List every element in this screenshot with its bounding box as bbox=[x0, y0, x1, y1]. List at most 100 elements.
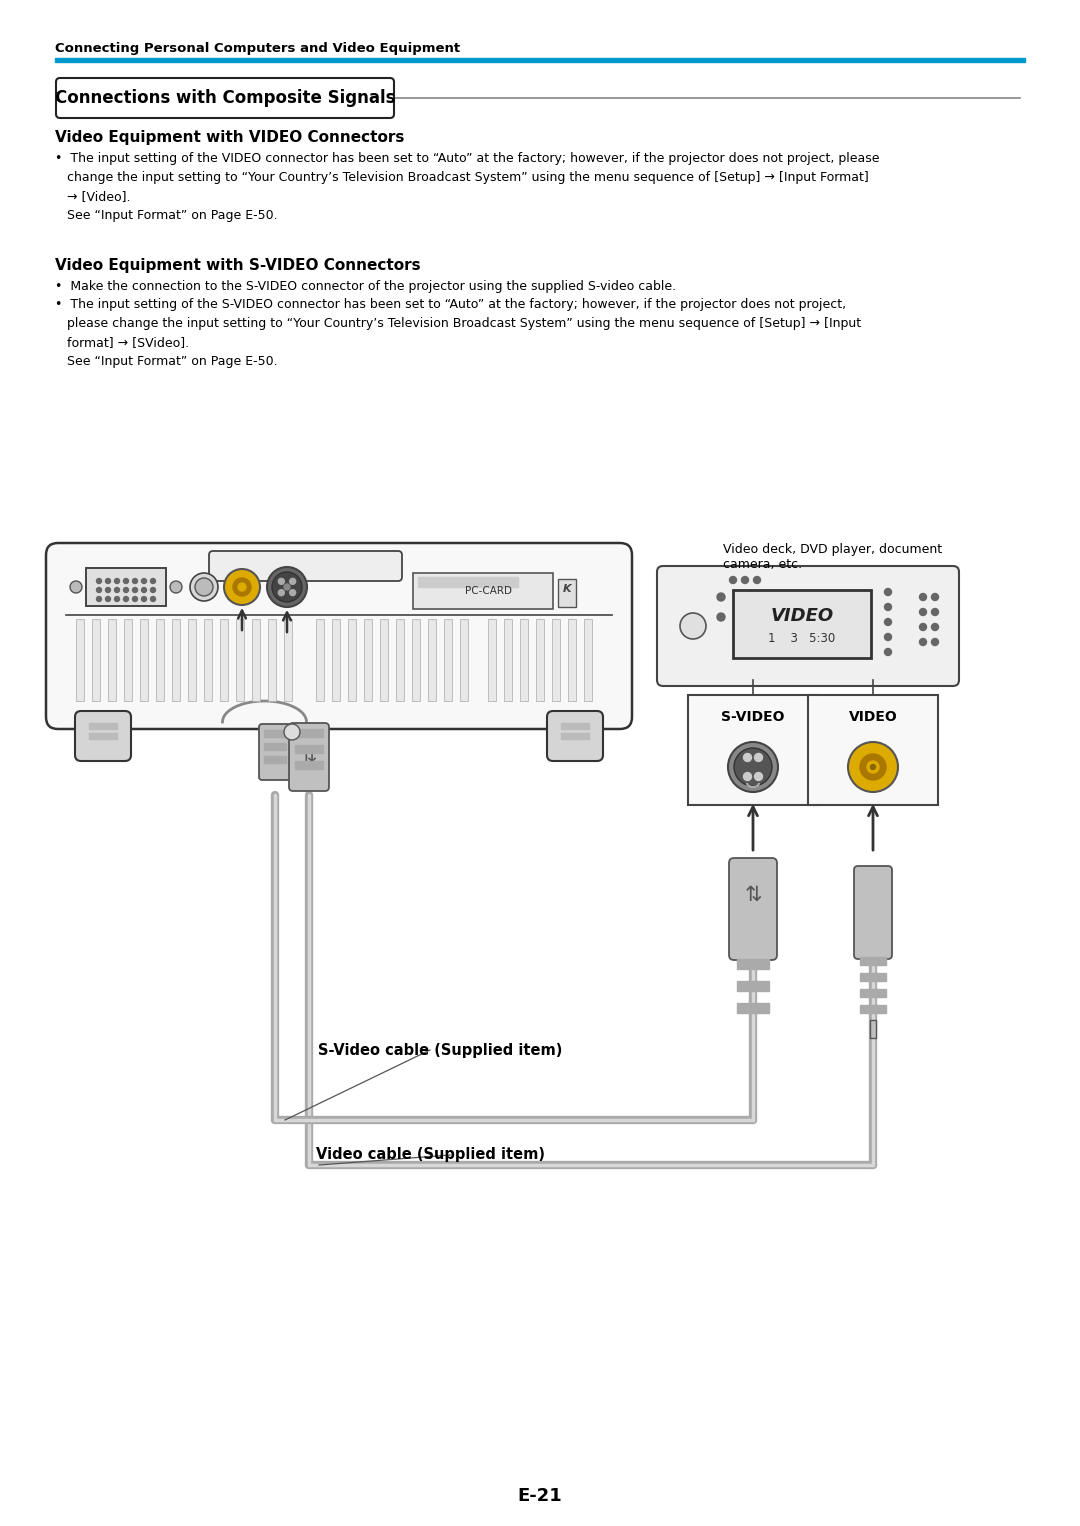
Bar bbox=[504, 620, 512, 700]
Circle shape bbox=[919, 609, 927, 615]
Text: VIDEO: VIDEO bbox=[849, 710, 897, 723]
Circle shape bbox=[885, 649, 891, 656]
Circle shape bbox=[885, 603, 891, 610]
Text: 1    3   5:30: 1 3 5:30 bbox=[768, 632, 836, 645]
Bar bbox=[316, 620, 324, 700]
Bar bbox=[268, 620, 276, 700]
Bar bbox=[808, 694, 939, 806]
Bar bbox=[156, 620, 164, 700]
Bar bbox=[140, 620, 148, 700]
Bar bbox=[444, 620, 453, 700]
FancyBboxPatch shape bbox=[546, 711, 603, 761]
Bar bbox=[295, 729, 323, 737]
Bar bbox=[519, 620, 528, 700]
Bar bbox=[488, 620, 496, 700]
Circle shape bbox=[190, 572, 218, 601]
Bar bbox=[264, 755, 286, 763]
Circle shape bbox=[224, 569, 260, 604]
Circle shape bbox=[141, 578, 147, 583]
Text: Connecting Personal Computers and Video Equipment: Connecting Personal Computers and Video … bbox=[55, 43, 460, 55]
Bar bbox=[860, 957, 886, 964]
Circle shape bbox=[279, 589, 284, 595]
FancyBboxPatch shape bbox=[657, 566, 959, 687]
Bar bbox=[860, 974, 886, 981]
Circle shape bbox=[114, 597, 120, 601]
Bar bbox=[584, 620, 592, 700]
Circle shape bbox=[170, 581, 183, 594]
Bar bbox=[733, 591, 870, 658]
Circle shape bbox=[680, 613, 706, 639]
Text: ⇅: ⇅ bbox=[301, 748, 318, 766]
Circle shape bbox=[96, 588, 102, 592]
Circle shape bbox=[919, 594, 927, 601]
Text: •  The input setting of the S-VIDEO connector has been set to “Auto” at the fact: • The input setting of the S-VIDEO conne… bbox=[55, 298, 861, 368]
Text: Video deck, DVD player, document
camera, etc.: Video deck, DVD player, document camera,… bbox=[723, 543, 942, 571]
Circle shape bbox=[114, 588, 120, 592]
Text: VIDEO: VIDEO bbox=[770, 607, 834, 624]
Circle shape bbox=[919, 624, 927, 630]
Text: •  The input setting of the VIDEO connector has been set to “Auto” at the factor: • The input setting of the VIDEO connect… bbox=[55, 153, 879, 221]
FancyBboxPatch shape bbox=[210, 551, 402, 581]
Bar bbox=[89, 732, 117, 739]
Bar bbox=[237, 620, 244, 700]
Circle shape bbox=[106, 578, 110, 583]
FancyBboxPatch shape bbox=[259, 723, 291, 780]
Bar bbox=[413, 572, 553, 609]
Circle shape bbox=[284, 723, 300, 740]
Circle shape bbox=[870, 765, 876, 769]
Bar bbox=[295, 761, 323, 769]
Circle shape bbox=[289, 589, 296, 595]
Circle shape bbox=[233, 578, 251, 597]
Bar bbox=[364, 620, 372, 700]
Bar bbox=[411, 620, 420, 700]
Text: Video Equipment with VIDEO Connectors: Video Equipment with VIDEO Connectors bbox=[55, 130, 404, 145]
Text: S-Video cable (Supplied item): S-Video cable (Supplied item) bbox=[318, 1042, 563, 1058]
Text: Video Equipment with S-VIDEO Connectors: Video Equipment with S-VIDEO Connectors bbox=[55, 258, 420, 273]
Bar bbox=[552, 620, 561, 700]
Bar bbox=[860, 989, 886, 996]
Bar bbox=[86, 568, 166, 606]
Circle shape bbox=[931, 594, 939, 601]
Circle shape bbox=[885, 589, 891, 595]
FancyBboxPatch shape bbox=[46, 543, 632, 729]
Circle shape bbox=[267, 568, 307, 607]
Bar bbox=[284, 620, 292, 700]
Circle shape bbox=[238, 583, 246, 591]
Bar bbox=[380, 620, 388, 700]
Circle shape bbox=[289, 578, 296, 584]
Circle shape bbox=[96, 597, 102, 601]
Circle shape bbox=[931, 638, 939, 645]
Bar bbox=[295, 745, 323, 752]
Bar bbox=[264, 729, 286, 737]
Text: PC-CARD: PC-CARD bbox=[464, 586, 512, 597]
Bar bbox=[264, 743, 286, 749]
Circle shape bbox=[742, 577, 748, 583]
Circle shape bbox=[743, 754, 752, 761]
Bar bbox=[418, 577, 518, 588]
Bar bbox=[870, 1019, 876, 1038]
Circle shape bbox=[123, 597, 129, 601]
Bar bbox=[204, 620, 212, 700]
Bar bbox=[188, 620, 195, 700]
FancyBboxPatch shape bbox=[854, 865, 892, 958]
Circle shape bbox=[141, 588, 147, 592]
Bar bbox=[124, 620, 132, 700]
Circle shape bbox=[848, 742, 897, 792]
Circle shape bbox=[284, 584, 291, 591]
Bar bbox=[220, 620, 228, 700]
Bar bbox=[76, 620, 84, 700]
Bar bbox=[332, 620, 340, 700]
Circle shape bbox=[150, 578, 156, 583]
Bar bbox=[737, 981, 769, 990]
Text: K: K bbox=[563, 584, 571, 594]
Circle shape bbox=[931, 609, 939, 615]
Circle shape bbox=[96, 578, 102, 583]
Circle shape bbox=[150, 588, 156, 592]
Circle shape bbox=[133, 588, 137, 592]
Text: Video cable (Supplied item): Video cable (Supplied item) bbox=[315, 1148, 544, 1163]
FancyBboxPatch shape bbox=[75, 711, 131, 761]
Circle shape bbox=[860, 754, 886, 780]
Bar bbox=[55, 58, 1025, 63]
Circle shape bbox=[729, 577, 737, 583]
Circle shape bbox=[150, 597, 156, 601]
